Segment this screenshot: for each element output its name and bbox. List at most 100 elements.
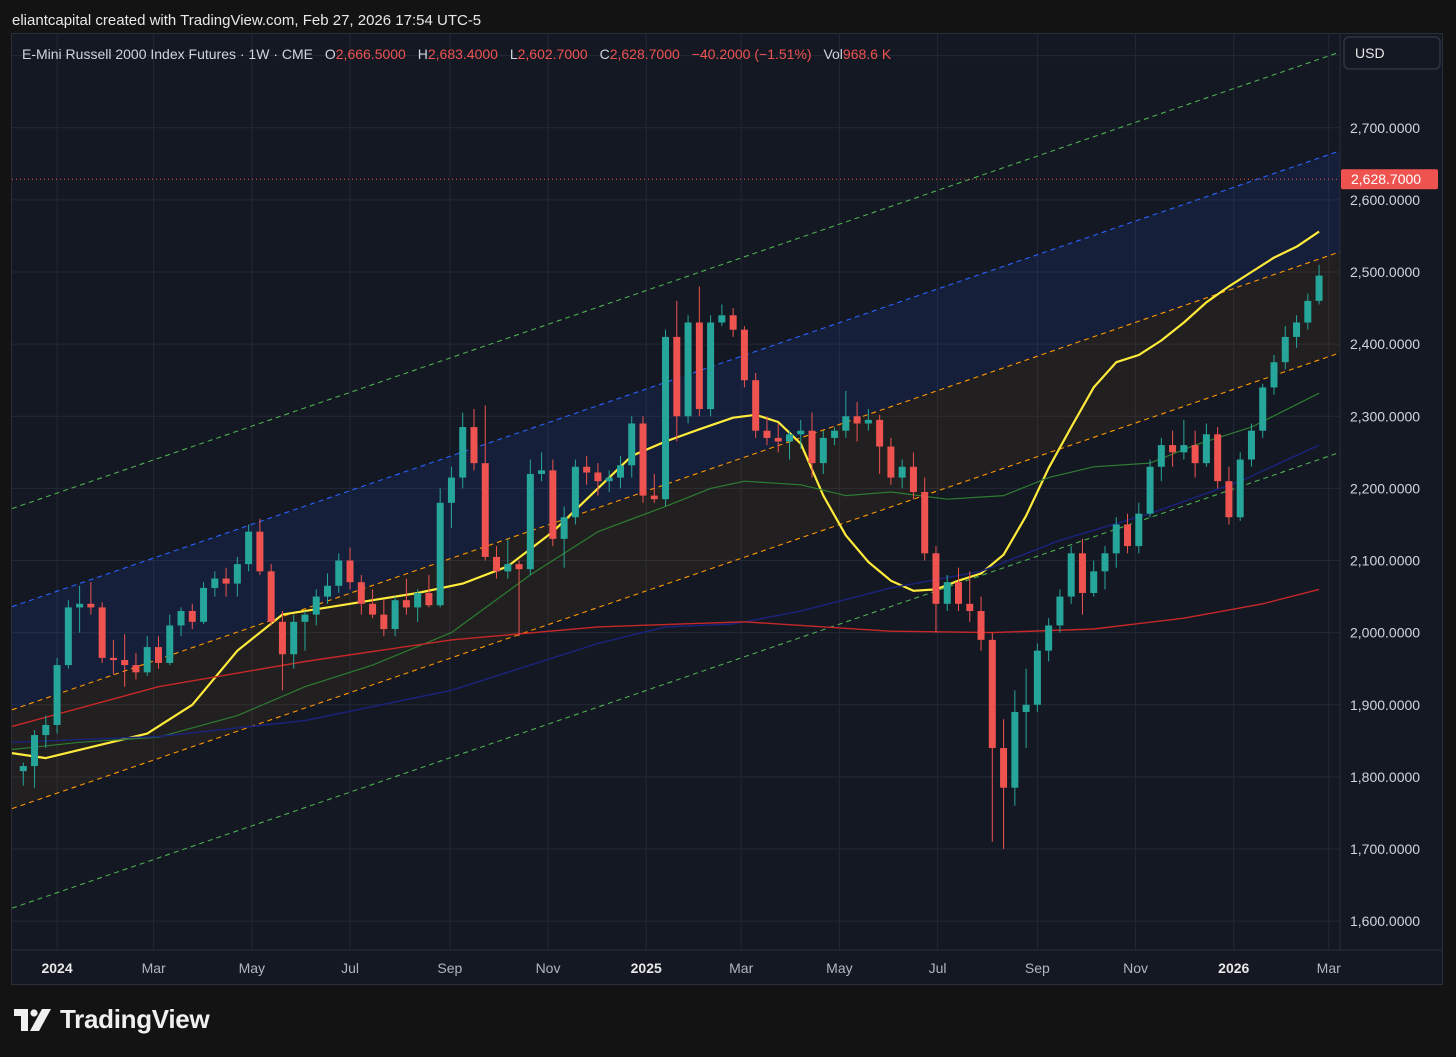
candle — [301, 611, 309, 651]
x-tick-label: Mar — [142, 960, 166, 976]
legend-close-label: C — [600, 46, 610, 62]
candle-body — [988, 639, 996, 749]
candle-body — [31, 735, 39, 767]
attribution-text: eliantcapital created with TradingView.c… — [12, 12, 482, 29]
y-tick-label: 2,700.0000 — [1350, 120, 1420, 136]
candle — [763, 416, 771, 446]
candle-body — [1146, 466, 1154, 514]
candle — [53, 657, 61, 734]
candle — [346, 547, 354, 590]
candle — [774, 423, 782, 453]
candle — [853, 401, 861, 442]
candle — [459, 412, 467, 489]
y-tick-label: 2,500.0000 — [1350, 264, 1420, 280]
candle-body — [222, 578, 230, 584]
candle — [211, 571, 219, 597]
legend-open-label: O — [325, 46, 336, 62]
x-tick-label: May — [239, 960, 265, 976]
legend-change: −40.2000 (−1.51%) — [692, 46, 812, 62]
candles — [19, 264, 1323, 850]
candle — [109, 639, 117, 675]
candle — [1214, 427, 1222, 489]
candle — [1315, 264, 1323, 305]
candle — [245, 524, 253, 572]
candle-body — [763, 430, 771, 438]
candle-body — [1225, 481, 1233, 518]
tradingview-logo-icon — [14, 1008, 51, 1031]
candle-body — [1090, 571, 1098, 593]
candle-body — [1067, 553, 1075, 597]
candle-body — [177, 611, 185, 626]
candle — [932, 546, 940, 633]
y-tick-label: 1,700.0000 — [1350, 841, 1420, 857]
footer-logo[interactable]: TradingView — [14, 1004, 210, 1035]
y-tick-label: 1,900.0000 — [1350, 697, 1420, 713]
candle — [740, 326, 748, 388]
candle-body — [1293, 322, 1301, 337]
candle-body — [64, 607, 72, 666]
candle — [876, 414, 884, 474]
candle-body — [98, 607, 106, 658]
chart-frame[interactable] — [11, 33, 1443, 985]
candle-body — [616, 465, 624, 478]
candle — [695, 286, 703, 417]
candle — [290, 614, 298, 669]
legend-close-value: 2,628.7000 — [610, 46, 680, 62]
last-price-label: 2,628.7000 — [1351, 171, 1421, 187]
currency-button[interactable]: USD — [1343, 36, 1441, 70]
candle-body — [1180, 445, 1188, 453]
candle — [1090, 560, 1098, 597]
candle-body — [526, 473, 534, 570]
candle — [324, 573, 331, 604]
candle — [481, 405, 489, 561]
candle-body — [695, 322, 703, 410]
candle-body — [87, 603, 95, 608]
candle — [493, 546, 501, 579]
candle-body — [481, 463, 489, 557]
candle — [1157, 437, 1165, 482]
candle — [335, 553, 343, 593]
candle-body — [1078, 553, 1086, 593]
candle-body — [19, 766, 27, 772]
candle — [616, 455, 624, 489]
candle-body — [1259, 387, 1267, 431]
candle — [312, 589, 320, 626]
candle — [19, 762, 27, 786]
candle — [402, 578, 410, 615]
candle — [515, 560, 523, 637]
moving-average-line — [11, 230, 1320, 760]
candle — [1045, 618, 1053, 662]
candle — [1078, 538, 1086, 615]
candle — [988, 632, 996, 842]
candle — [797, 419, 805, 449]
candle-body — [1022, 704, 1030, 712]
candle-body — [673, 336, 681, 417]
candle — [1124, 513, 1132, 554]
y-tick-label: 2,100.0000 — [1350, 553, 1420, 569]
candle-body — [955, 582, 962, 604]
candle-body — [414, 592, 422, 608]
candle-body — [357, 582, 365, 604]
moving-average-line — [11, 444, 1320, 743]
candle-body — [1236, 459, 1244, 518]
candle — [808, 412, 816, 478]
candle — [436, 488, 444, 608]
candle — [571, 459, 579, 525]
candle-body — [662, 336, 670, 500]
candle-body — [109, 657, 117, 661]
candle — [278, 611, 286, 691]
x-tick-label: Nov — [1123, 960, 1148, 976]
candle — [42, 715, 50, 749]
x-tick-label: Mar — [1317, 960, 1341, 976]
x-tick-label: 2026 — [1218, 960, 1249, 976]
y-tick-label: 2,000.0000 — [1350, 625, 1420, 641]
candle — [864, 409, 872, 431]
candle-body — [42, 724, 50, 736]
candle — [1225, 466, 1233, 525]
candle — [414, 589, 422, 622]
candle-body — [76, 603, 84, 608]
candle — [549, 459, 557, 547]
candle — [222, 567, 230, 597]
candle-body — [335, 560, 343, 586]
